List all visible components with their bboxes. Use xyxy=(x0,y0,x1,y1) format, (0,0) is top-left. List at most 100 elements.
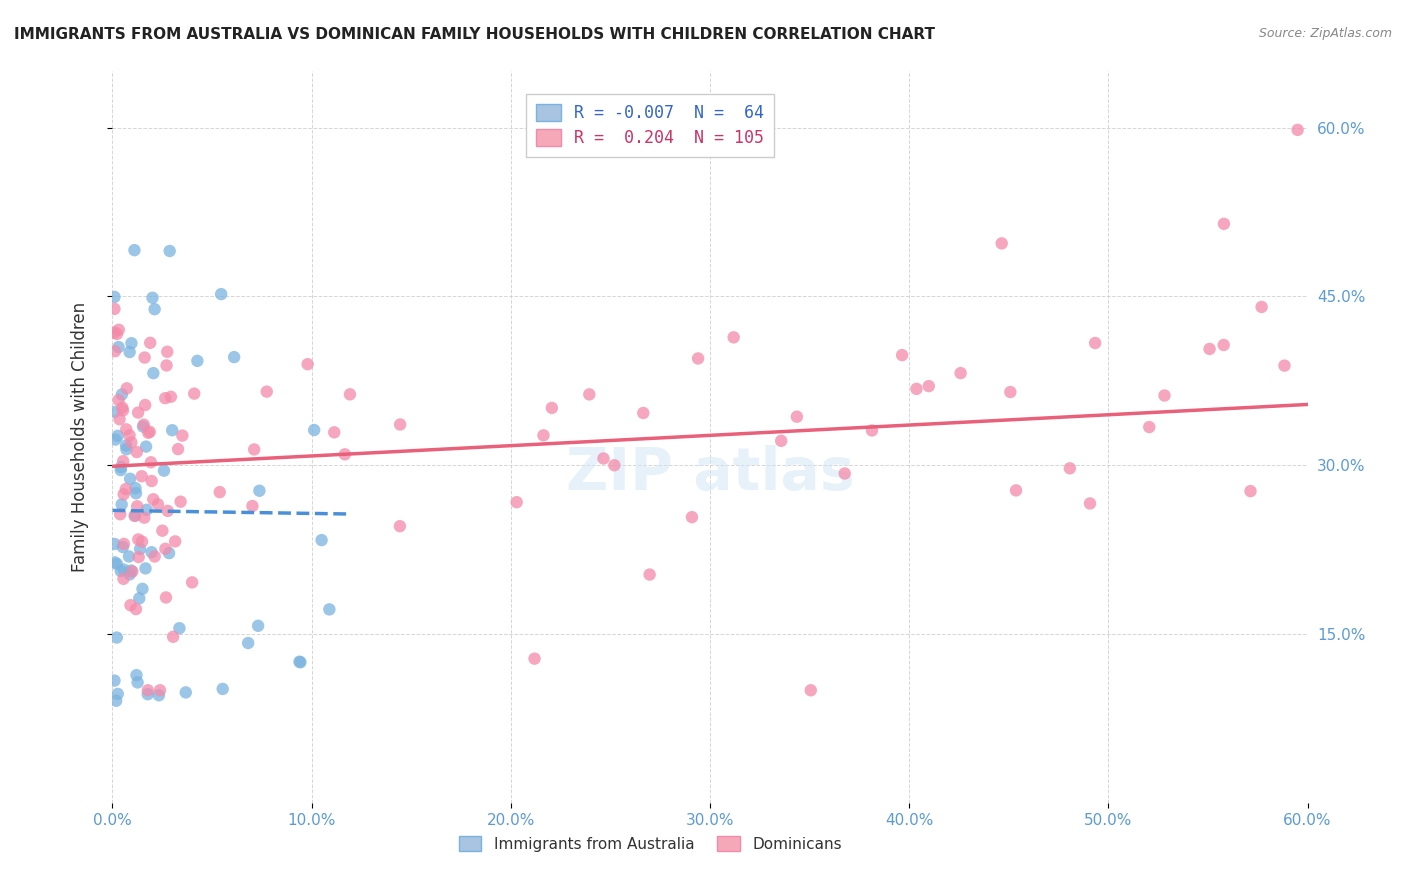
Point xyxy=(124,508,146,523)
Point xyxy=(323,425,346,440)
Point xyxy=(124,508,146,523)
Point xyxy=(209,287,232,301)
Point xyxy=(141,474,163,488)
Point xyxy=(110,463,132,477)
Point xyxy=(592,451,614,466)
Point xyxy=(127,533,149,547)
Point xyxy=(918,379,941,393)
Point xyxy=(533,428,555,442)
Point xyxy=(638,567,661,582)
Point xyxy=(339,387,361,401)
Point xyxy=(153,464,176,478)
Point xyxy=(288,655,311,669)
Point xyxy=(183,386,205,401)
Point xyxy=(131,469,153,483)
Point xyxy=(103,290,125,304)
Point xyxy=(121,565,143,579)
Point xyxy=(160,423,183,437)
Point xyxy=(1286,123,1309,137)
Point xyxy=(688,351,710,366)
Point xyxy=(128,591,150,606)
Point xyxy=(224,350,246,364)
Point xyxy=(143,302,166,317)
Point xyxy=(127,406,149,420)
Point xyxy=(800,683,823,698)
Point xyxy=(115,438,138,452)
Point xyxy=(104,405,127,419)
Point xyxy=(141,291,163,305)
Point xyxy=(124,243,146,257)
Point xyxy=(243,442,266,457)
Point xyxy=(247,619,270,633)
Point xyxy=(127,675,149,690)
Point xyxy=(134,561,156,575)
Point xyxy=(128,550,150,565)
Point xyxy=(139,455,162,469)
Point xyxy=(105,557,128,571)
Point xyxy=(165,534,187,549)
Point xyxy=(169,494,191,508)
Point xyxy=(112,537,135,551)
Point xyxy=(155,591,177,605)
Point xyxy=(186,354,208,368)
Point xyxy=(146,497,169,511)
Point xyxy=(990,236,1012,251)
Point xyxy=(120,336,142,351)
Point xyxy=(112,487,135,501)
Point xyxy=(1198,342,1220,356)
Point xyxy=(112,563,135,577)
Point xyxy=(115,381,138,395)
Point xyxy=(107,393,129,408)
Point xyxy=(105,326,128,341)
Point xyxy=(156,504,179,518)
Text: ZIP atlas: ZIP atlas xyxy=(565,445,855,502)
Point xyxy=(142,492,165,507)
Point xyxy=(143,549,166,564)
Point xyxy=(134,510,156,524)
Point xyxy=(115,442,138,457)
Point xyxy=(103,673,125,688)
Point xyxy=(105,694,128,708)
Point xyxy=(132,419,155,434)
Point xyxy=(1239,484,1261,499)
Point xyxy=(132,417,155,432)
Point xyxy=(905,382,928,396)
Point xyxy=(112,454,135,468)
Point xyxy=(111,498,134,512)
Point xyxy=(389,417,412,432)
Point xyxy=(211,681,233,696)
Point xyxy=(247,483,270,498)
Point xyxy=(125,486,148,500)
Point xyxy=(111,540,134,554)
Point xyxy=(1000,385,1022,400)
Point xyxy=(118,345,141,359)
Point xyxy=(834,467,856,481)
Point xyxy=(115,422,138,436)
Point xyxy=(104,344,127,359)
Point xyxy=(141,545,163,559)
Point xyxy=(302,423,325,437)
Point xyxy=(111,401,134,415)
Point xyxy=(110,460,132,475)
Point xyxy=(155,391,177,405)
Point xyxy=(111,403,134,417)
Point xyxy=(1274,359,1296,373)
Point xyxy=(540,401,562,415)
Point xyxy=(103,326,125,340)
Point xyxy=(242,499,264,513)
Point xyxy=(105,631,128,645)
Point xyxy=(1137,420,1160,434)
Y-axis label: Family Households with Children: Family Households with Children xyxy=(70,302,89,572)
Point xyxy=(118,549,141,564)
Point xyxy=(1250,300,1272,314)
Point xyxy=(136,683,159,698)
Point xyxy=(139,335,162,350)
Point xyxy=(131,534,153,549)
Point xyxy=(104,433,127,447)
Point xyxy=(149,683,172,698)
Point xyxy=(142,366,165,380)
Point xyxy=(120,472,142,486)
Point xyxy=(150,524,173,538)
Point xyxy=(633,406,655,420)
Point xyxy=(155,359,177,373)
